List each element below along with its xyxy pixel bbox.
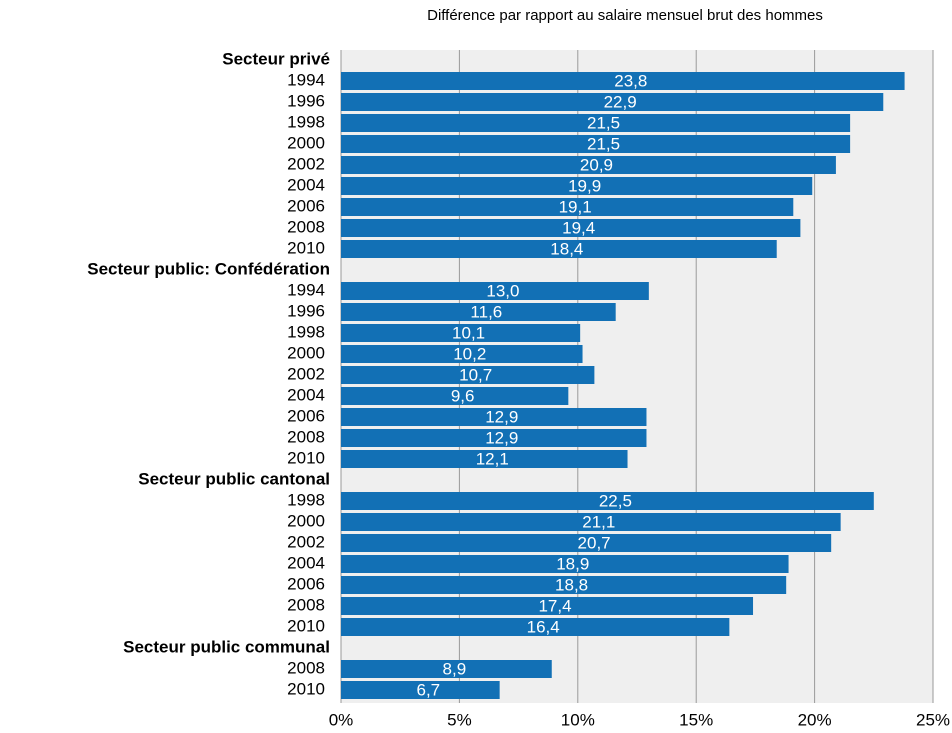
bar <box>341 219 801 237</box>
value-label: 10,1 <box>452 323 485 342</box>
bar <box>341 660 552 678</box>
y-tick-label: 2008 <box>287 658 325 677</box>
value-label: 22,5 <box>599 491 632 510</box>
value-label: 17,4 <box>538 596 571 615</box>
y-tick-label: 2010 <box>287 238 325 257</box>
bar <box>341 156 836 174</box>
bar <box>341 429 647 447</box>
bar <box>341 513 841 531</box>
bar <box>341 555 789 573</box>
chart-subtitle: Différence par rapport au salaire mensue… <box>427 7 823 24</box>
group-label: Secteur public cantonal <box>138 469 330 488</box>
value-label: 21,5 <box>587 134 620 153</box>
bar <box>341 387 569 405</box>
bar <box>341 198 794 216</box>
bar <box>341 450 628 468</box>
value-label: 10,7 <box>459 365 492 384</box>
value-label: 13,0 <box>486 281 519 300</box>
y-tick-label: 1994 <box>287 280 325 299</box>
value-label: 18,4 <box>550 239 583 258</box>
y-tick-label: 2010 <box>287 616 325 635</box>
bar <box>341 240 777 258</box>
y-tick-label: 1998 <box>287 112 325 131</box>
x-tick-label: 15% <box>679 710 713 729</box>
bar <box>341 576 787 594</box>
value-label: 20,9 <box>580 155 613 174</box>
bar <box>341 303 616 321</box>
bar <box>341 282 649 300</box>
value-label: 18,8 <box>555 575 588 594</box>
y-tick-label: 1996 <box>287 301 325 320</box>
y-tick-label: 2004 <box>287 175 325 194</box>
x-tick-label: 5% <box>447 710 472 729</box>
y-tick-label: 2002 <box>287 532 325 551</box>
value-label: 19,4 <box>562 218 595 237</box>
bar <box>341 72 905 90</box>
y-tick-label: 2000 <box>287 133 325 152</box>
y-tick-label: 1996 <box>287 91 325 110</box>
value-label: 21,5 <box>587 113 620 132</box>
value-label: 12,9 <box>485 407 518 426</box>
x-tick-label: 20% <box>798 710 832 729</box>
y-tick-label: 2008 <box>287 595 325 614</box>
value-label: 20,7 <box>578 533 611 552</box>
y-tick-label: 2008 <box>287 217 325 236</box>
bar <box>341 324 581 342</box>
bar <box>341 366 595 384</box>
y-tick-label: 2008 <box>287 427 325 446</box>
y-tick-label: 2010 <box>287 448 325 467</box>
bar <box>341 93 884 111</box>
bar <box>341 492 874 510</box>
y-tick-label: 1994 <box>287 70 325 89</box>
bar <box>341 177 813 195</box>
value-label: 16,4 <box>527 617 560 636</box>
y-tick-label: 2002 <box>287 154 325 173</box>
bar <box>341 534 832 552</box>
x-tick-label: 0% <box>329 710 354 729</box>
value-label: 11,6 <box>470 302 502 321</box>
value-label: 23,8 <box>614 71 647 90</box>
group-label: Secteur public communal <box>123 637 330 656</box>
bar <box>341 345 583 363</box>
bar <box>341 135 851 153</box>
bar <box>341 114 851 132</box>
value-label: 21,1 <box>582 512 615 531</box>
y-tick-label: 2004 <box>287 385 325 404</box>
bar <box>341 618 730 636</box>
value-label: 9,6 <box>451 386 475 405</box>
x-tick-label: 10% <box>561 710 595 729</box>
y-tick-label: 2000 <box>287 343 325 362</box>
bar <box>341 597 754 615</box>
value-label: 6,7 <box>417 680 441 699</box>
value-label: 18,9 <box>556 554 589 573</box>
value-label: 10,2 <box>453 344 486 363</box>
y-tick-label: 2006 <box>287 196 325 215</box>
value-label: 19,1 <box>559 197 592 216</box>
y-tick-label: 1998 <box>287 322 325 341</box>
y-tick-label: 2006 <box>287 574 325 593</box>
value-label: 19,9 <box>568 176 601 195</box>
y-tick-label: 2000 <box>287 511 325 530</box>
x-tick-label: 25% <box>916 710 950 729</box>
y-tick-label: 2002 <box>287 364 325 383</box>
y-tick-label: 2010 <box>287 679 325 698</box>
y-tick-label: 2004 <box>287 553 325 572</box>
value-label: 22,9 <box>604 92 637 111</box>
group-label: Secteur privé <box>222 49 330 68</box>
y-tick-label: 1998 <box>287 490 325 509</box>
y-tick-label: 2006 <box>287 406 325 425</box>
bar <box>341 408 647 426</box>
value-label: 12,9 <box>485 428 518 447</box>
value-label: 8,9 <box>443 659 467 678</box>
bar <box>341 681 500 699</box>
group-label: Secteur public: Confédération <box>87 259 330 278</box>
value-label: 12,1 <box>476 449 509 468</box>
